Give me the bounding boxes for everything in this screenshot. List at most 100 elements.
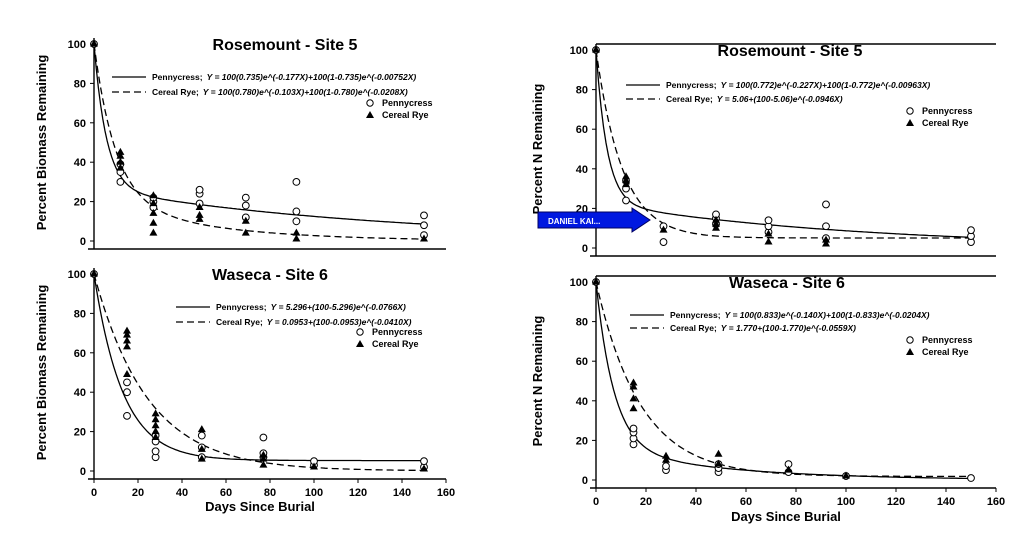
- rye-point: [310, 462, 318, 470]
- rye-point: [149, 199, 158, 207]
- chart-title: Rosemount - Site 5: [718, 43, 863, 60]
- rye-point: [592, 45, 600, 53]
- rye-point: [622, 176, 630, 184]
- curve-name: Cereal Rye;: [152, 87, 199, 97]
- y-tick-label: 60: [74, 118, 86, 130]
- rye-point: [629, 404, 638, 412]
- rye-point: [149, 218, 158, 226]
- curve-name: Pennycress;: [670, 310, 721, 320]
- x-tick-label: 140: [937, 496, 955, 508]
- rye-point: [292, 228, 301, 236]
- pennycress-legend-marker: [906, 336, 914, 344]
- rye-point: [149, 208, 158, 216]
- legend-label: Cereal Rye: [922, 347, 969, 357]
- pennycress-point: [116, 178, 125, 186]
- rye-point: [123, 342, 131, 350]
- rye-point: [712, 215, 720, 223]
- rye-fit-curve: [595, 49, 971, 239]
- y-tick-label: 100: [570, 45, 588, 57]
- rye-point: [622, 180, 630, 188]
- rye-point: [592, 277, 600, 285]
- pennycress-point: [292, 217, 301, 226]
- curve-equation: Y = 0.0953+(100-0.0953)e^(-0.0410X): [267, 317, 412, 327]
- rye-point: [241, 228, 250, 236]
- pennycress-point: [197, 431, 206, 440]
- y-tick-label: 80: [576, 85, 588, 97]
- y-tick-label: 100: [570, 277, 588, 289]
- x-tick-label: 60: [740, 496, 752, 508]
- y-tick-label: 80: [74, 308, 86, 320]
- pennycress-point: [967, 474, 975, 482]
- pennycress-fit-curve: [595, 281, 971, 480]
- curve-equation: Y = 1.770+(100-1.770)e^(-0.0559X): [721, 323, 856, 333]
- x-axis-label: Days Since Burial: [205, 499, 315, 514]
- y-tick-label: 20: [74, 197, 86, 209]
- y-tick-label: 100: [68, 39, 86, 51]
- pennycress-legend-marker: [906, 107, 914, 115]
- rye-point: [123, 330, 131, 338]
- annotation-arrow-tag: DANIEL KAI...: [537, 207, 651, 233]
- pennycress-point: [241, 193, 250, 202]
- rye-fit-curve: [595, 281, 972, 478]
- rye-point: [197, 444, 206, 452]
- curve-equation-label: Pennycress; Y = 100(0.735)e^(-0.177X)+100…: [152, 72, 416, 82]
- curve-name: Cereal Rye;: [666, 94, 713, 104]
- rye-point: [241, 216, 250, 224]
- rye-point: [123, 369, 131, 377]
- y-tick-label: 0: [80, 466, 86, 478]
- rye-point: [712, 223, 720, 231]
- rye-point: [149, 228, 158, 236]
- y-tick-label: 80: [576, 317, 588, 329]
- arrow-icon: [537, 207, 651, 233]
- pennycress-point: [659, 238, 668, 246]
- rye-legend-marker: [356, 340, 364, 347]
- rye-point: [151, 415, 160, 423]
- x-tick-label: 100: [305, 487, 323, 499]
- curve-name: Cereal Rye;: [670, 323, 717, 333]
- y-tick-label: 60: [74, 348, 86, 360]
- y-tick-label: 0: [582, 243, 588, 255]
- rye-point: [420, 464, 428, 472]
- pennycress-legend-marker: [356, 328, 364, 336]
- chart-panel-4: 0 20 40 60 80 100 0 20 40 60 80 100 120 140 160 Waseca …: [530, 275, 1005, 524]
- pennycress-point: [123, 388, 131, 397]
- pennycress-point: [822, 200, 830, 209]
- legend-label: Cereal Rye: [372, 339, 419, 349]
- pennycress-point: [629, 424, 638, 433]
- curve-equation-label: Cereal Rye; Y = 1.770+(100-1.770)e^(-0.05…: [670, 323, 856, 333]
- rye-point: [292, 234, 301, 242]
- pennycress-point: [420, 457, 428, 466]
- y-tick-label: 40: [74, 157, 86, 169]
- pennycress-point: [123, 411, 131, 420]
- pennycress-fit-curve: [93, 43, 425, 225]
- rye-point: [195, 203, 204, 211]
- x-tick-label: 80: [790, 496, 802, 508]
- x-tick-label: 40: [690, 496, 702, 508]
- y-tick-label: 100: [68, 269, 86, 281]
- y-axis-label: Percent Biomass Remaining: [34, 55, 49, 231]
- rye-point: [764, 229, 773, 237]
- x-tick-label: 120: [887, 496, 905, 508]
- y-tick-label: 0: [582, 475, 588, 487]
- y-tick-label: 0: [80, 236, 86, 248]
- chart-panel-2: 0 20 40 60 80 100 0 20 40 60 80 100 120 140 160 Waseca …: [34, 267, 455, 514]
- pennycress-point: [420, 211, 428, 220]
- y-tick-label: 60: [576, 124, 588, 136]
- curve-equation-label: Cereal Rye; Y = 0.0953+(100-0.0953)e^(-0.…: [216, 317, 412, 327]
- chart-title: Waseca - Site 6: [729, 275, 845, 292]
- curve-equation: Y = 100(0.833)e^(-0.140X)+100(1-0.833)e^…: [725, 310, 930, 320]
- pennycress-point: [292, 207, 301, 216]
- curve-equation: Y = 100(0.735)e^(-0.177X)+100(1-0.735)e^…: [207, 72, 417, 82]
- x-tick-label: 0: [91, 487, 97, 499]
- curve-name: Cereal Rye;: [216, 317, 263, 327]
- x-tick-label: 60: [220, 487, 232, 499]
- rye-fit-curve: [93, 273, 424, 472]
- chart-title: Rosemount - Site 5: [213, 37, 358, 54]
- x-tick-label: 120: [349, 487, 367, 499]
- rye-point: [822, 239, 830, 247]
- pennycress-point: [822, 222, 830, 231]
- x-tick-label: 160: [987, 496, 1005, 508]
- rye-point: [149, 191, 158, 199]
